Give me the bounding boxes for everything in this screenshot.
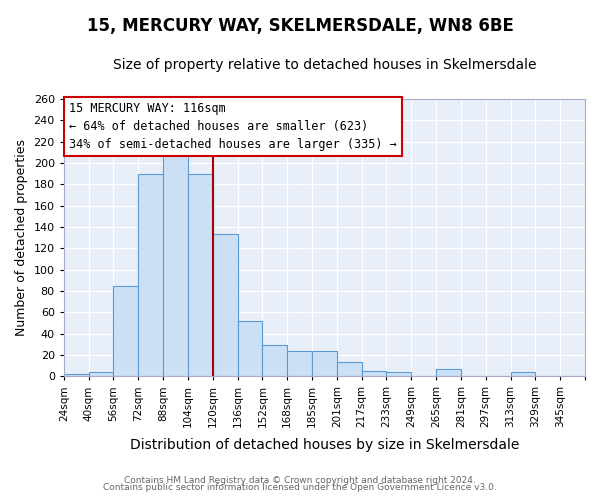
Text: 15, MERCURY WAY, SKELMERSDALE, WN8 6BE: 15, MERCURY WAY, SKELMERSDALE, WN8 6BE: [86, 18, 514, 36]
Bar: [337, 362, 362, 376]
Bar: [312, 350, 337, 376]
Bar: [511, 372, 535, 376]
Bar: [163, 147, 188, 376]
Text: Contains public sector information licensed under the Open Government Licence v3: Contains public sector information licen…: [103, 484, 497, 492]
Y-axis label: Number of detached properties: Number of detached properties: [15, 139, 28, 336]
X-axis label: Distribution of detached houses by size in Skelmersdale: Distribution of detached houses by size …: [130, 438, 519, 452]
Bar: [262, 346, 287, 376]
Bar: [188, 174, 213, 376]
Text: Contains HM Land Registry data © Crown copyright and database right 2024.: Contains HM Land Registry data © Crown c…: [124, 476, 476, 485]
Title: Size of property relative to detached houses in Skelmersdale: Size of property relative to detached ho…: [113, 58, 536, 71]
Text: 15 MERCURY WAY: 116sqm
← 64% of detached houses are smaller (623)
34% of semi-de: 15 MERCURY WAY: 116sqm ← 64% of detached…: [69, 102, 397, 151]
Bar: [113, 286, 138, 376]
Bar: [287, 350, 312, 376]
Bar: [138, 174, 163, 376]
Bar: [238, 321, 262, 376]
Bar: [436, 369, 461, 376]
Bar: [386, 372, 411, 376]
Bar: [64, 374, 89, 376]
Bar: [362, 371, 386, 376]
Bar: [89, 372, 113, 376]
Bar: [213, 234, 238, 376]
